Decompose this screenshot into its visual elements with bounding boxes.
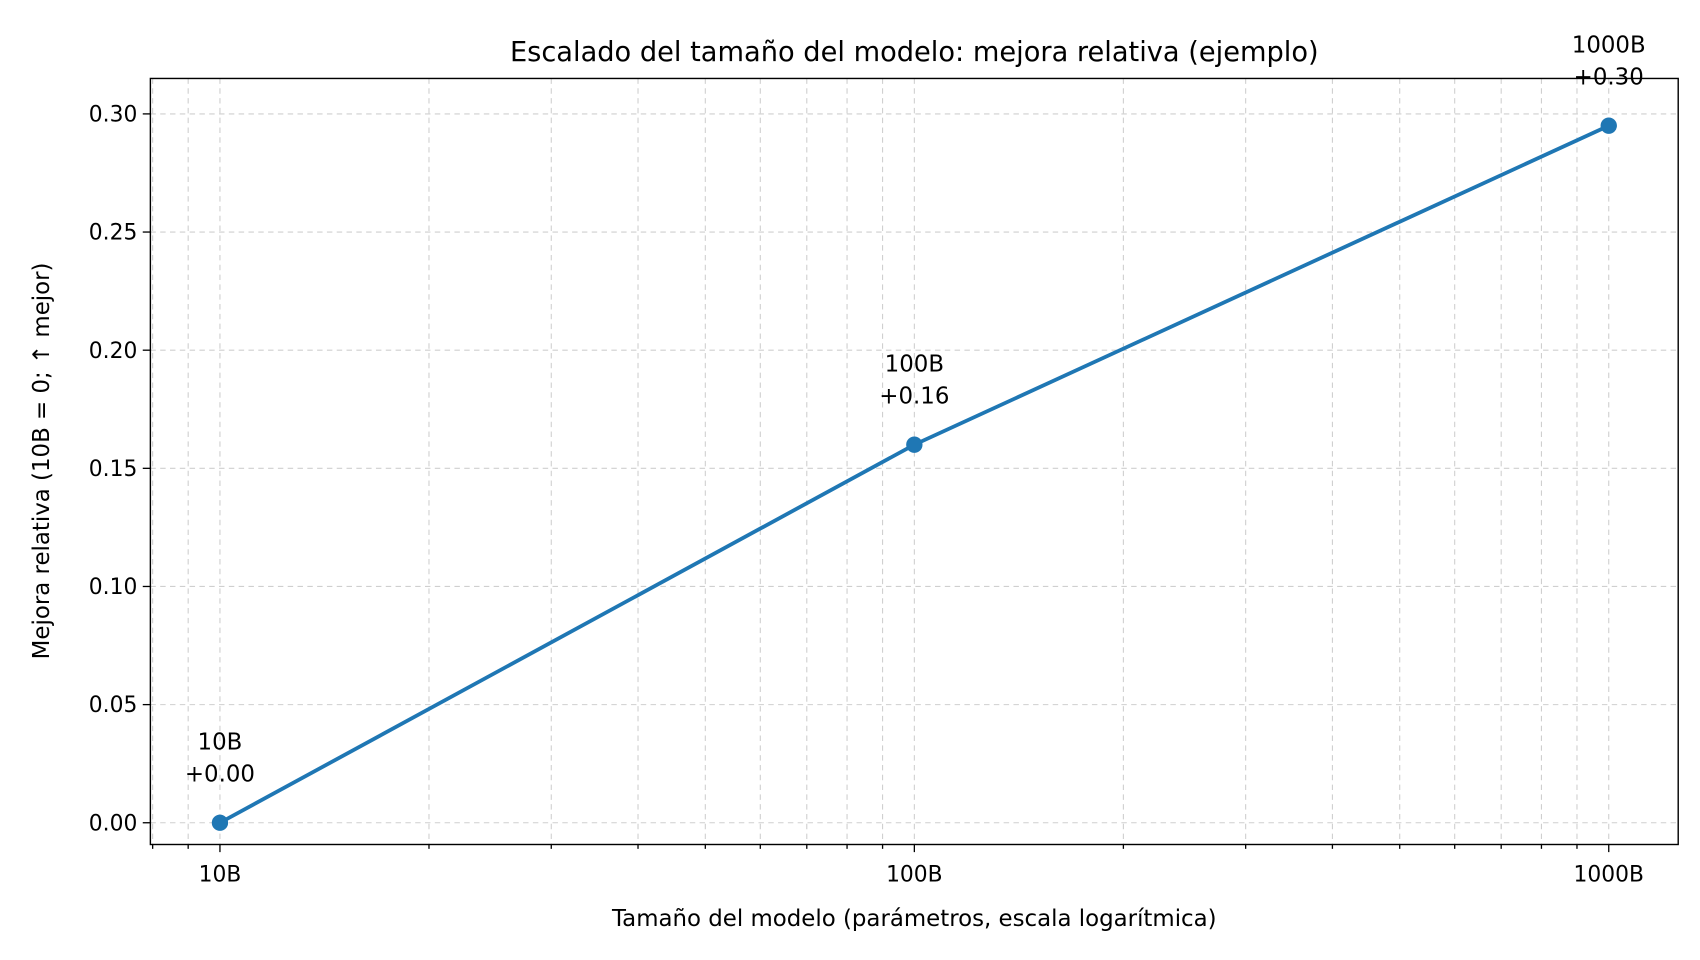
x-axis-label: Tamaño del modelo (parámetros, escala lo… [611,906,1217,932]
grid-lines [150,78,1679,845]
data-label: 100B [885,352,944,378]
x-tick-label: 100B [886,863,943,888]
chart-title: Escalado del tamaño del modelo: mejora r… [510,37,1319,68]
y-tick-label: 0.05 [89,693,138,718]
data-label: 10B [198,730,243,756]
data-label: +0.16 [879,383,949,409]
axis-ticks: 10B 100B 1000B 0.00 0.05 0.10 0.15 0.20 0.25 0.30 [89,103,1644,888]
data-point [211,814,229,831]
x-tick-label: 10B [199,863,242,888]
y-tick-label: 0.00 [89,811,138,836]
data-point [906,436,923,453]
y-tick-label: 0.25 [89,221,138,246]
y-axis-label: Mejora relativa (10B = 0; ↑ mejor) [29,263,55,660]
y-tick-label: 0.30 [89,103,138,128]
data-label: +0.00 [185,761,255,787]
data-point [1600,117,1617,134]
y-tick-label: 0.20 [89,339,138,364]
series-layer: 10B +0.00 100B +0.16 1000B +0.30 [185,33,1646,831]
y-tick-label: 0.15 [89,457,138,482]
data-label: 1000B [1572,33,1646,59]
y-tick-label: 0.10 [89,575,138,600]
data-label: +0.30 [1574,64,1644,90]
x-tick-label: 1000B [1574,863,1644,888]
